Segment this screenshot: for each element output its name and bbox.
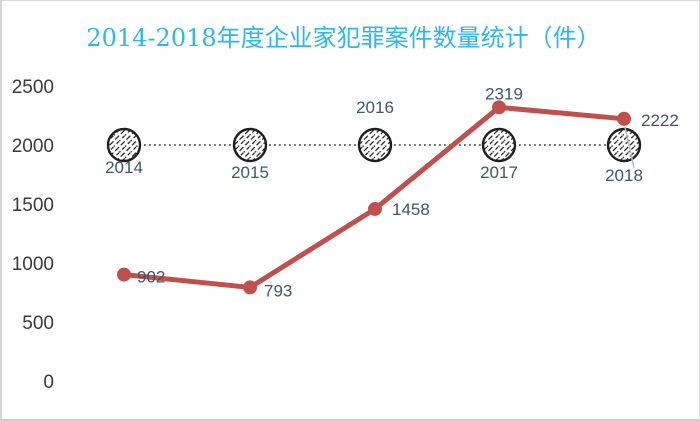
data-point-marker <box>492 100 506 115</box>
year-label: 2016 <box>356 98 394 117</box>
data-point-marker <box>368 201 382 216</box>
data-point-marker <box>617 111 631 126</box>
leader-line <box>624 126 635 169</box>
y-axis-tick-label: 0 <box>43 372 54 393</box>
year-label: 2014 <box>105 158 143 177</box>
data-point-label: 2319 <box>485 84 523 103</box>
data-point-label: 1458 <box>392 200 430 219</box>
data-point-label: 902 <box>137 268 165 287</box>
y-axis-tick-label: 2500 <box>12 77 54 98</box>
year-label: 2018 <box>605 166 643 185</box>
chart-title: 2014-2018年度企业家犯罪案件数量统计（件） <box>86 24 601 52</box>
year-marker-circle <box>232 127 268 163</box>
year-label: 2017 <box>480 163 518 182</box>
year-marker-circle <box>106 127 142 163</box>
year-marker-circle <box>606 127 642 163</box>
data-point-label: 2222 <box>641 111 679 130</box>
data-point-marker <box>117 267 131 282</box>
data-point-label: 793 <box>264 281 292 300</box>
y-axis-tick-label: 2000 <box>12 136 54 157</box>
data-point-marker <box>243 280 257 295</box>
year-marker-circle <box>481 127 517 163</box>
y-axis-tick-label: 500 <box>22 313 54 334</box>
year-label: 2015 <box>231 163 269 182</box>
y-axis-tick-label: 1500 <box>12 195 54 216</box>
year-marker-circle <box>357 127 393 163</box>
y-axis-tick-label: 1000 <box>12 254 54 275</box>
